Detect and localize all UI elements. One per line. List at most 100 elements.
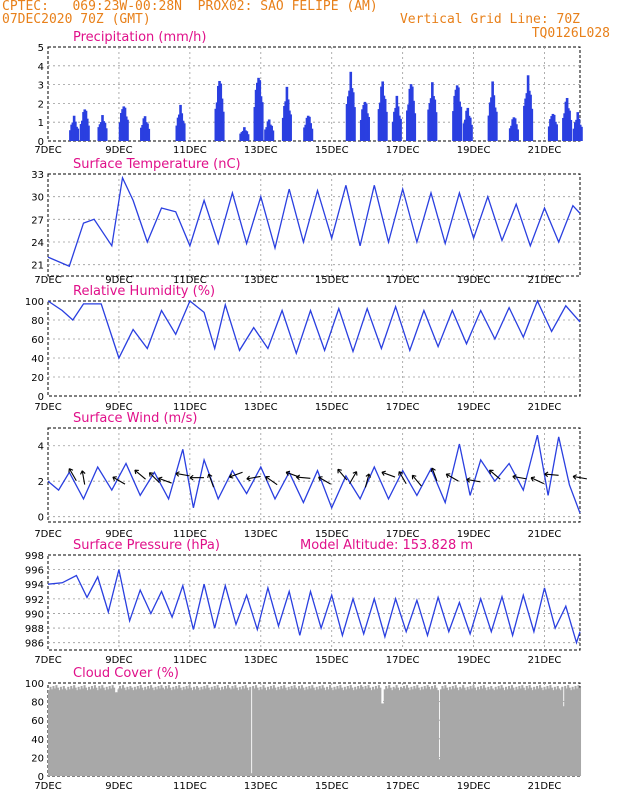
cloud-bar (244, 685, 247, 776)
panel-2 (47, 173, 581, 277)
cloud-bar (198, 690, 201, 776)
precip-bar (353, 107, 356, 141)
cloud-bar (228, 687, 231, 776)
cloud-bar (546, 685, 549, 776)
cloud-bar (305, 686, 308, 776)
cloud-bar (342, 690, 345, 776)
cloud-bar (318, 685, 321, 776)
cloud-bar (485, 690, 488, 776)
x-tick-label: 17DEC (386, 275, 420, 286)
cloud-bar (105, 686, 108, 776)
cloud-bar (92, 688, 95, 776)
cloud-bar (473, 687, 477, 776)
precip-bar (385, 111, 388, 141)
cloud-bar (117, 689, 120, 776)
x-tick-label: 15DEC (315, 145, 349, 156)
x-tick-label: 11DEC (173, 781, 207, 792)
panel-title: Precipitation (mm/h) (73, 30, 206, 45)
precip-bar (260, 102, 264, 141)
cloud-bar (578, 687, 582, 776)
precip-bar (182, 123, 186, 141)
x-tick-label: 9DEC (105, 655, 132, 666)
cloud-bar (565, 688, 568, 776)
cloud-bar (391, 690, 394, 776)
cloud-bar (521, 685, 524, 776)
wind-arrow (112, 476, 126, 485)
cloud-bar (500, 685, 503, 776)
x-tick-label: 7DEC (34, 275, 61, 286)
cloud-bar (272, 685, 275, 776)
panel-frame (47, 173, 581, 277)
y-tick-label: 24 (31, 238, 44, 249)
cloud-bar (401, 689, 404, 776)
series-line-1 (47, 175, 581, 268)
wind-arrow-head (430, 467, 436, 473)
cloud-bar (577, 685, 580, 776)
cloud-bar (210, 686, 213, 776)
cloud-bar (306, 689, 309, 776)
cloud-bar (231, 685, 234, 776)
cloud-bar (62, 685, 65, 776)
cloud-bar (491, 688, 494, 776)
wind-arrow (489, 469, 501, 480)
cloud-bar (139, 685, 142, 776)
wind-arrow-head (285, 470, 291, 476)
panel-3 (47, 300, 581, 397)
cloud-bar (420, 686, 423, 776)
cloud-bar (256, 687, 259, 776)
cloud-bar (336, 685, 339, 776)
cloud-bar (460, 688, 463, 776)
cloud-bar (459, 686, 462, 776)
cloud-bar (561, 686, 564, 776)
precip-bar (530, 108, 534, 141)
cloud-bar (324, 690, 327, 776)
x-tick-label: 11DEC (173, 529, 207, 540)
cloud-bar (212, 689, 215, 776)
wind-arrow-head (112, 476, 117, 482)
panel-title: Cloud Cover (%) (73, 666, 179, 681)
cloud-bar (419, 690, 422, 776)
cloud-bar (423, 685, 426, 776)
x-tick-label: 15DEC (315, 655, 349, 666)
cloud-bar (358, 688, 361, 776)
cloud-bar (263, 687, 267, 776)
y-tick-label: 5 (38, 43, 44, 54)
cloud-bar (79, 689, 82, 776)
cloud-bar (456, 687, 459, 776)
cloud-bar (516, 689, 519, 776)
cloud-bar (65, 690, 68, 776)
cloud-bar (290, 685, 293, 776)
wind-arrow-head (398, 471, 404, 476)
cloud-bar (225, 688, 228, 776)
cloud-bar (187, 688, 190, 776)
x-tick-label: 17DEC (386, 781, 420, 792)
wind-arrow (512, 475, 527, 480)
cloud-bar (308, 685, 311, 776)
cloud-bar (255, 685, 258, 776)
cloud-bar (163, 689, 166, 776)
cloud-bar (558, 688, 561, 776)
cloud-bar (191, 690, 194, 776)
cloud-bar (388, 685, 391, 776)
cloud-bar (188, 685, 191, 776)
wind-arrow (265, 476, 278, 486)
cloud-bar (337, 688, 340, 776)
x-tick-label: 17DEC (386, 145, 420, 156)
x-tick-label: 13DEC (244, 402, 278, 413)
precip-bar (126, 119, 129, 141)
cloud-bar (178, 685, 181, 776)
wind-arrow-head (318, 476, 323, 482)
x-tick-label: 7DEC (34, 145, 61, 156)
header-line-3-right: TQ0126L028 (531, 26, 610, 41)
cloud-bar (562, 706, 565, 776)
series-line-2 (47, 299, 581, 360)
cloud-bar (506, 689, 509, 776)
cloud-bar (222, 689, 225, 776)
cloud-bar (509, 688, 512, 776)
cloud-bar (442, 688, 445, 776)
cloud-bar (367, 685, 370, 776)
cloud-bar (363, 689, 366, 776)
header-line-2-left: 07DEC2020 70Z (GMT) (2, 12, 151, 27)
cloud-bar (531, 690, 534, 776)
cloud-bar (463, 687, 466, 776)
